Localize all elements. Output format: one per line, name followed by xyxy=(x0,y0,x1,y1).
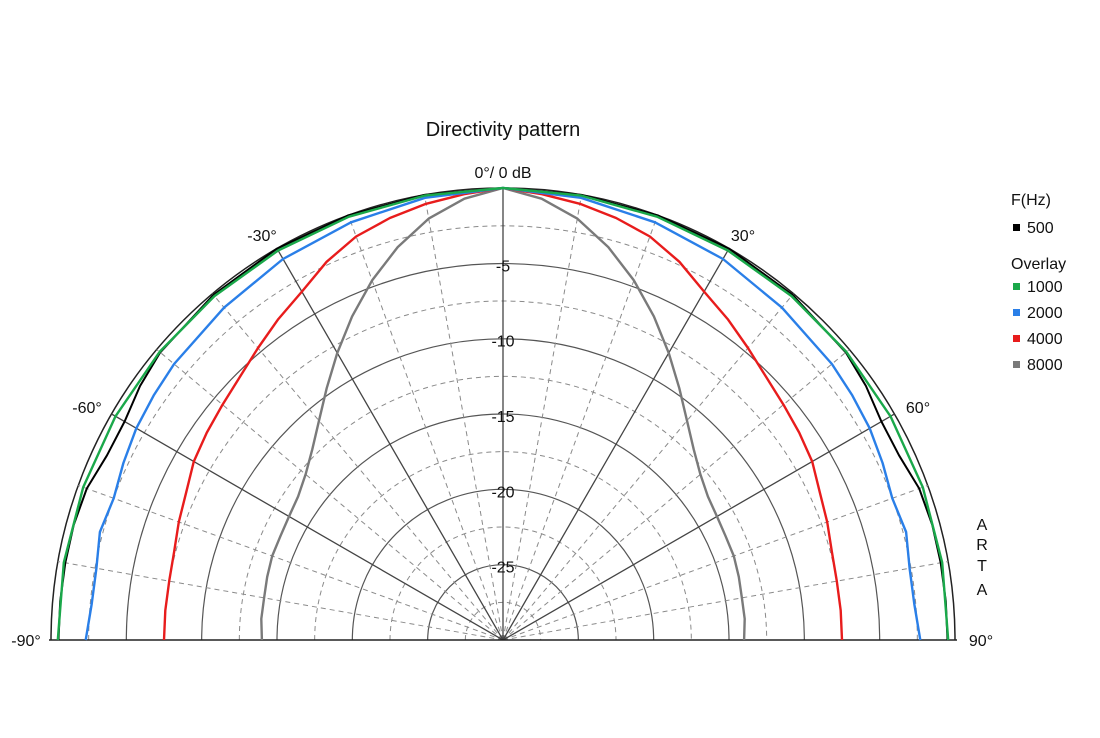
grid-spoke-major xyxy=(276,248,504,641)
grid-arc-minor xyxy=(389,526,617,641)
grid-spoke-minor xyxy=(424,194,504,641)
grid-spoke-major xyxy=(502,248,730,641)
watermark-letter: T xyxy=(977,558,987,575)
legend-label-1000: 1000 xyxy=(1027,279,1063,296)
angle-labels: -90° -60° -30° 30° 60° 90° xyxy=(11,228,993,650)
grid-spoke-minor xyxy=(502,215,659,641)
radial-tick-label: -15 xyxy=(491,409,514,426)
legend: F(Hz) 500 Overlay 1000 2000 4000 8000 xyxy=(1011,192,1066,374)
grid-spoke-minor xyxy=(347,215,504,641)
radial-tick-label: -10 xyxy=(491,334,514,351)
legend-label-4000: 4000 xyxy=(1027,331,1063,348)
angle-tick-label: 90° xyxy=(969,633,993,650)
grid-spoke-minor xyxy=(78,484,504,641)
series-line-1000 xyxy=(56,186,950,641)
angle-tick-label: -60° xyxy=(72,400,102,417)
series-curves xyxy=(56,186,950,641)
radial-tick-label: -25 xyxy=(491,560,514,577)
grid-arc-minor xyxy=(464,601,542,641)
angle-tick-label: 30° xyxy=(731,228,755,245)
legend-label-8000: 8000 xyxy=(1027,357,1063,374)
grid-spoke-minor xyxy=(502,484,928,641)
watermark-letter: R xyxy=(976,537,988,554)
chart-title: Directivity pattern xyxy=(426,119,581,141)
grid-spoke-minor xyxy=(57,561,504,641)
grid-spoke-minor xyxy=(502,561,949,641)
grid-spoke-minor xyxy=(502,293,794,641)
legend-swatch-4000 xyxy=(1013,335,1020,342)
grid-spoke-minor xyxy=(502,194,582,641)
legend-swatch-500 xyxy=(1013,224,1020,231)
grid-spoke-minor xyxy=(156,349,504,641)
grid-arc-minor xyxy=(314,451,692,641)
legend-overlay-items: 1000 2000 4000 8000 xyxy=(1013,279,1063,374)
radial-labels: -5 -10 -15 -20 -25 xyxy=(491,258,514,576)
grid-spoke-major xyxy=(502,413,895,641)
watermark-letter: A xyxy=(977,517,988,534)
legend-swatch-1000 xyxy=(1013,283,1020,290)
legend-swatch-2000 xyxy=(1013,309,1020,316)
radial-tick-label: -20 xyxy=(491,484,514,501)
angle-tick-label: -30° xyxy=(247,228,277,245)
watermark-letter: A xyxy=(977,582,988,599)
grid-arc-minor xyxy=(238,375,768,641)
polar-grid xyxy=(49,187,957,641)
zero-angle-label: 0°/ 0 dB xyxy=(474,165,531,182)
legend-label-2000: 2000 xyxy=(1027,305,1063,322)
grid-spoke-major xyxy=(111,413,504,641)
legend-heading: F(Hz) xyxy=(1011,192,1051,209)
legend-overlay-heading: Overlay xyxy=(1011,256,1066,273)
legend-label-500: 500 xyxy=(1027,220,1054,237)
angle-tick-label: 60° xyxy=(906,400,930,417)
angle-tick-label: -90° xyxy=(11,633,41,650)
legend-swatch-8000 xyxy=(1013,361,1020,368)
grid-spoke-minor xyxy=(502,349,850,641)
radial-tick-label: -5 xyxy=(496,258,510,275)
grid-spoke-minor xyxy=(212,293,504,641)
